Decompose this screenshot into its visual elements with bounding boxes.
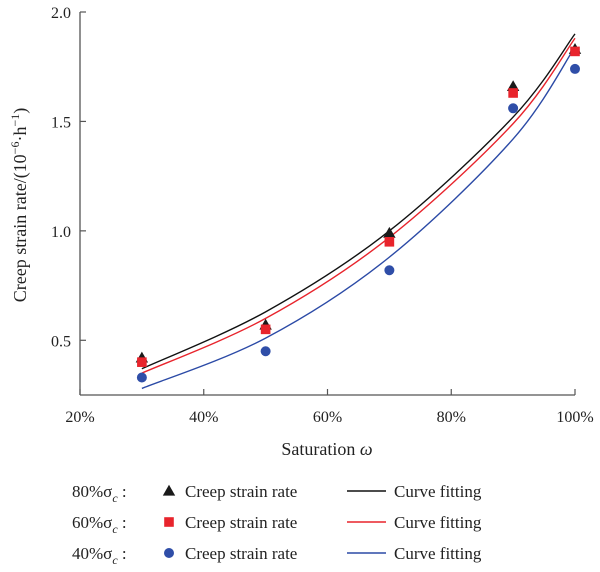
legend-row: 40%σc : Creep strain rate Curve fitting	[72, 544, 482, 567]
x-tick-label: 80%	[437, 409, 466, 426]
data-point-square	[508, 88, 518, 98]
data-point-circle	[384, 265, 395, 276]
legend: 80%σc : Creep strain rate Curve fitting60%…	[72, 482, 482, 567]
y-tick-label: 0.5	[51, 333, 71, 350]
data-point-circle	[260, 346, 271, 357]
fit-curve-triangle	[141, 33, 576, 370]
legend-fit-label: Curve fitting	[394, 544, 482, 563]
y-tick-label: 1.0	[51, 224, 71, 241]
y-tick-label: 1.5	[51, 114, 71, 131]
legend-row: 80%σc : Creep strain rate Curve fitting	[72, 482, 482, 505]
y-tick-label: 2.0	[51, 5, 71, 22]
data-point-triangle	[383, 226, 396, 238]
x-tick-label: 20%	[65, 409, 94, 426]
axes	[79, 12, 575, 396]
legend-stress-label: 60%σc :	[72, 513, 127, 536]
data-point-square	[137, 357, 147, 367]
legend-marker-circle	[164, 548, 174, 558]
legend-points-label: Creep strain rate	[185, 482, 297, 501]
x-ticks: 20% 40% 60% 80% 100%	[65, 389, 594, 426]
legend-fit-label: Curve fitting	[394, 482, 482, 501]
legend-fit-label: Curve fitting	[394, 513, 482, 532]
legend-stress-label: 40%σc :	[72, 544, 127, 567]
legend-row: 60%σc : Creep strain rate Curve fitting	[72, 513, 482, 536]
legend-points-label: Creep strain rate	[185, 544, 297, 563]
data-points	[135, 43, 582, 383]
y-axis-title: Creep strain rate/(10−6·h−1)	[8, 108, 31, 303]
legend-points-label: Creep strain rate	[185, 513, 297, 532]
legend-marker-triangle	[162, 484, 176, 496]
x-axis-title: Saturation ω	[281, 439, 372, 459]
x-tick-label: 100%	[556, 409, 593, 426]
fit-curve-circle	[141, 46, 576, 390]
x-tick-label: 60%	[313, 409, 342, 426]
legend-marker-square	[164, 517, 174, 527]
legend-stress-label: 80%σc :	[72, 482, 127, 505]
y-ticks: 0.5 1.0 1.5 2.0	[51, 5, 86, 350]
data-point-circle	[508, 103, 519, 114]
data-point-circle	[136, 372, 147, 383]
data-point-square	[384, 237, 395, 247]
data-point-square	[260, 324, 271, 335]
x-tick-label: 40%	[189, 409, 218, 426]
data-point-circle	[570, 63, 580, 74]
data-point-square	[570, 46, 580, 57]
